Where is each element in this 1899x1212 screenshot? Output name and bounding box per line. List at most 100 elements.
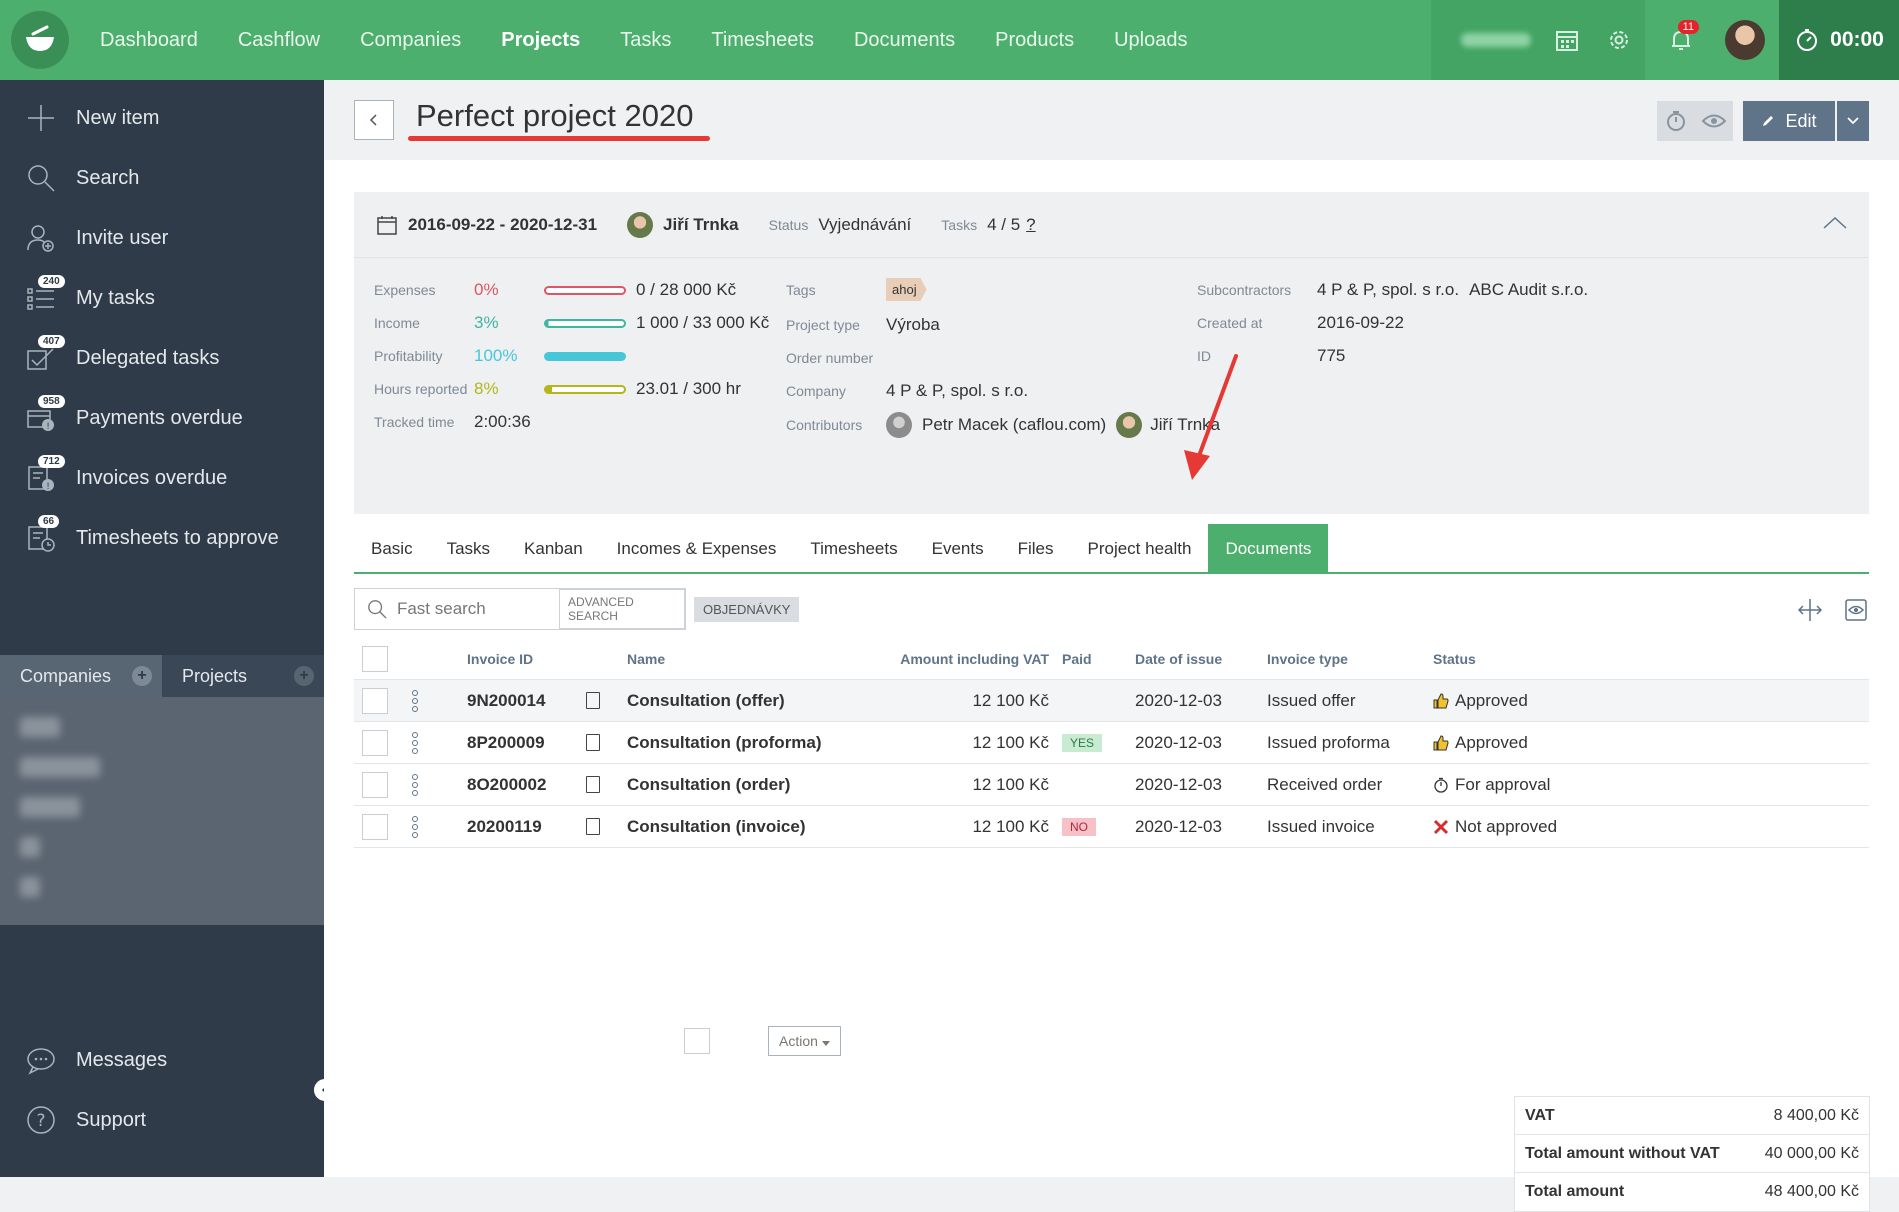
- nav-companies[interactable]: Companies: [360, 28, 462, 51]
- nav-uploads[interactable]: Uploads: [1114, 28, 1188, 51]
- row-menu-icon[interactable]: [410, 689, 420, 712]
- list-item[interactable]: [20, 797, 80, 817]
- pdf-icon[interactable]: [586, 776, 600, 793]
- table-row[interactable]: 8P200009 Consultation (proforma) 12 100 …: [354, 722, 1869, 764]
- document-name[interactable]: Consultation (invoice): [627, 816, 806, 836]
- table-row[interactable]: 20200119 Consultation (invoice) 12 100 K…: [354, 806, 1869, 848]
- col-invoice-id[interactable]: Invoice ID: [467, 650, 534, 667]
- owner-name[interactable]: Jiří Trnka: [663, 214, 739, 234]
- calendar-icon[interactable]: [1549, 22, 1585, 58]
- subcontractor-name[interactable]: ABC Audit s.r.o.: [1469, 280, 1589, 299]
- user-switcher[interactable]: [1461, 33, 1531, 47]
- tab-kanban[interactable]: Kanban: [524, 539, 583, 558]
- row-checkbox[interactable]: [362, 687, 388, 714]
- row-checkbox[interactable]: [362, 729, 388, 756]
- pdf-icon[interactable]: [586, 692, 600, 709]
- tab-documents[interactable]: Documents: [1208, 524, 1329, 574]
- action-dropdown[interactable]: Action: [768, 1026, 841, 1056]
- tasks-help-link[interactable]: ?: [1026, 214, 1036, 234]
- back-button[interactable]: [354, 100, 394, 140]
- sidebar-item-new-item[interactable]: New item: [0, 88, 324, 148]
- issue-date: 2020-12-03: [1135, 732, 1222, 752]
- app-logo[interactable]: [0, 0, 80, 80]
- row-menu-icon[interactable]: [410, 731, 420, 754]
- tab-basic[interactable]: Basic: [371, 539, 413, 558]
- pdf-icon[interactable]: [586, 818, 600, 835]
- user-avatar[interactable]: [1725, 20, 1765, 60]
- invoice-id[interactable]: 8P200009: [467, 732, 545, 752]
- sidebar-item-payments-overdue[interactable]: ! 958 Payments overdue: [0, 388, 324, 448]
- add-project-icon[interactable]: +: [294, 666, 314, 686]
- tab-project-health[interactable]: Project health: [1087, 539, 1192, 558]
- chevron-up-icon[interactable]: [1823, 216, 1847, 230]
- timer-button[interactable]: 00:00: [1779, 0, 1899, 80]
- gear-icon[interactable]: [1601, 22, 1637, 58]
- sidebar-tab-companies[interactable]: Companies +: [0, 655, 162, 697]
- stopwatch-button[interactable]: [1657, 101, 1695, 141]
- edit-dropdown-button[interactable]: [1837, 101, 1869, 141]
- sidebar-item-search[interactable]: Search: [0, 148, 324, 208]
- nav-cashflow[interactable]: Cashflow: [237, 28, 321, 51]
- tab-incomes-expenses[interactable]: Incomes & Expenses: [616, 539, 777, 558]
- row-menu-icon[interactable]: [410, 815, 420, 838]
- nav-timesheets[interactable]: Timesheets: [711, 28, 814, 51]
- fast-search-input[interactable]: [396, 599, 547, 619]
- bulk-select-checkbox[interactable]: [684, 1028, 710, 1054]
- select-all-checkbox[interactable]: [362, 645, 388, 672]
- tab-tasks[interactable]: Tasks: [446, 539, 491, 558]
- view-settings-icon[interactable]: [1843, 597, 1869, 623]
- table-row[interactable]: 9N200014 Consultation (offer) 12 100 Kč …: [354, 680, 1869, 722]
- nav-dashboard[interactable]: Dashboard: [100, 28, 198, 51]
- nav-tasks[interactable]: Tasks: [620, 28, 672, 51]
- sidebar-item-invoices-overdue[interactable]: ! 712 Invoices overdue: [0, 448, 324, 508]
- sidebar-item-delegated-tasks[interactable]: 407 Delegated tasks: [0, 328, 324, 388]
- column-resize-icon[interactable]: [1797, 597, 1823, 623]
- invoice-id[interactable]: 9N200014: [467, 690, 546, 710]
- sidebar-item-timesheets-to-approve[interactable]: 66 Timesheets to approve: [0, 508, 324, 568]
- invoice-id[interactable]: 8O200002: [467, 774, 547, 794]
- document-name[interactable]: Consultation (offer): [627, 690, 785, 710]
- filter-tag[interactable]: OBJEDNÁVKY: [694, 597, 800, 622]
- tab-files[interactable]: Files: [1017, 539, 1054, 558]
- sidebar-item-my-tasks[interactable]: 240 My tasks: [0, 268, 324, 328]
- edit-button[interactable]: Edit: [1743, 101, 1835, 141]
- col-date[interactable]: Date of issue: [1135, 650, 1223, 667]
- company-value[interactable]: 4 P & P, spol. s r.o.: [886, 381, 1029, 400]
- document-name[interactable]: Consultation (order): [627, 774, 791, 794]
- col-name[interactable]: Name: [627, 650, 666, 667]
- bell-icon[interactable]: 11: [1663, 20, 1699, 58]
- tab-events[interactable]: Events: [931, 539, 984, 558]
- list-item[interactable]: [20, 757, 100, 777]
- nav-products[interactable]: Products: [995, 28, 1075, 51]
- pencil-icon: [1763, 116, 1774, 126]
- row-menu-icon[interactable]: [410, 773, 420, 796]
- sidebar-item-messages[interactable]: Messages: [0, 1030, 324, 1090]
- table-row[interactable]: 8O200002 Consultation (order) 12 100 Kč …: [354, 764, 1869, 806]
- col-status[interactable]: Status: [1433, 650, 1476, 667]
- sidebar-item-invite-user[interactable]: Invite user: [0, 208, 324, 268]
- advanced-search-button[interactable]: ADVANCED SEARCH: [558, 589, 685, 629]
- nav-documents[interactable]: Documents: [853, 28, 956, 51]
- calendar-icon: [377, 215, 397, 235]
- invoice-id[interactable]: 20200119: [467, 816, 542, 836]
- document-name[interactable]: Consultation (proforma): [627, 732, 822, 752]
- contributor-name[interactable]: Jiří Trnka: [1150, 415, 1221, 434]
- watch-button[interactable]: [1695, 101, 1733, 141]
- sidebar-item-support[interactable]: ? Support: [0, 1090, 324, 1150]
- pdf-icon[interactable]: [586, 734, 600, 751]
- nav-projects[interactable]: Projects: [501, 28, 581, 51]
- col-amount[interactable]: Amount including VAT: [900, 650, 1049, 667]
- row-checkbox[interactable]: [362, 813, 388, 840]
- list-item[interactable]: [20, 837, 40, 857]
- tag-chip[interactable]: ahoj: [886, 278, 927, 301]
- subcontractor-name[interactable]: 4 P & P, spol. s r.o.: [1317, 280, 1460, 299]
- contributor-name[interactable]: Petr Macek (caflou.com): [922, 415, 1107, 434]
- list-item[interactable]: [20, 717, 60, 737]
- col-type[interactable]: Invoice type: [1267, 650, 1348, 667]
- row-checkbox[interactable]: [362, 771, 388, 798]
- tab-timesheets[interactable]: Timesheets: [810, 539, 898, 558]
- list-item[interactable]: [20, 877, 40, 897]
- col-paid[interactable]: Paid: [1062, 650, 1092, 667]
- sidebar-tab-projects[interactable]: Projects +: [162, 655, 324, 697]
- add-company-icon[interactable]: +: [132, 666, 152, 686]
